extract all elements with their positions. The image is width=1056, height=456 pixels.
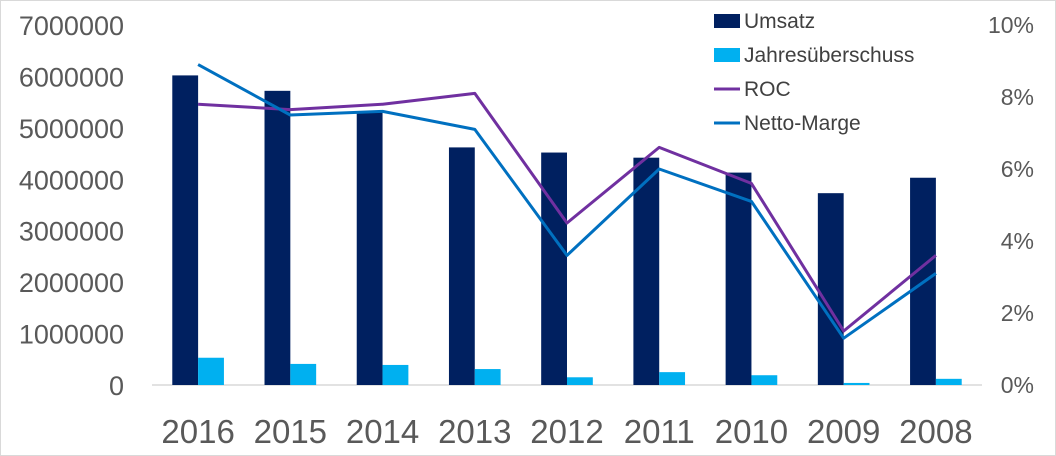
bar	[567, 377, 593, 385]
y-tick-label-right: 10%	[988, 12, 1034, 38]
y-tick-label-right: 6%	[1001, 156, 1034, 182]
legend-label: Umsatz	[744, 10, 815, 33]
bar	[751, 375, 778, 385]
bar	[356, 111, 383, 386]
bar	[935, 378, 962, 385]
y-tick-label-right: 2%	[1001, 300, 1034, 326]
x-tick-label: 2016	[161, 413, 234, 450]
bars	[172, 75, 962, 386]
legend: Umsatz Jahresüberschuss ROC Netto-Marge	[714, 10, 914, 135]
x-tick-label: 2009	[807, 413, 880, 450]
bar	[633, 157, 660, 385]
y-tick-label-left: 5000000	[19, 114, 124, 144]
series-line	[197, 63, 937, 340]
bar	[659, 372, 686, 385]
bar	[541, 152, 567, 385]
y-tick-label-right: 4%	[1001, 228, 1034, 254]
x-tick-label: 2015	[254, 413, 327, 450]
x-tick-label: 2014	[346, 413, 419, 450]
y-tick-label-right: 0%	[1001, 372, 1034, 398]
y-axis-right: 0% 2% 4% 6% 8% 10%	[988, 12, 1034, 398]
x-tick-label: 2010	[715, 413, 788, 450]
bar	[843, 382, 870, 385]
bar	[474, 369, 501, 385]
bar	[264, 90, 291, 385]
bar	[448, 147, 475, 385]
bar	[725, 172, 752, 385]
bar	[382, 364, 409, 385]
x-tick-label: 2013	[438, 413, 511, 450]
y-tick-label-right: 8%	[1001, 84, 1034, 110]
y-tick-label-left: 2000000	[19, 268, 124, 298]
bar	[290, 363, 317, 385]
y-tick-label-left: 1000000	[19, 320, 124, 350]
x-axis: 2016 2015 2014 2013 2012 2011 2010 2009 2008	[161, 413, 972, 450]
y-axis-left: 0 1000000 2000000 3000000 4000000 5000000 6000…	[19, 11, 124, 401]
x-tick-label: 2011	[624, 413, 695, 450]
y-tick-label-left: 0	[109, 371, 124, 401]
legend-label: Jahresüberschuss	[744, 44, 914, 67]
y-tick-label-left: 4000000	[19, 165, 124, 195]
series-line	[198, 91, 937, 333]
bar	[198, 357, 224, 385]
lines	[197, 63, 937, 340]
y-tick-label-left: 3000000	[19, 217, 124, 247]
y-tick-label-left: 6000000	[19, 62, 124, 92]
legend-swatch	[714, 48, 740, 62]
x-tick-label: 2008	[899, 413, 972, 450]
bar	[817, 193, 844, 385]
bar	[172, 75, 199, 386]
y-tick-label-left: 7000000	[19, 11, 124, 41]
legend-label: ROC	[744, 78, 791, 101]
x-tick-label: 2012	[530, 413, 603, 450]
legend-label: Netto-Marge	[744, 112, 861, 135]
legend-swatch	[714, 14, 740, 28]
